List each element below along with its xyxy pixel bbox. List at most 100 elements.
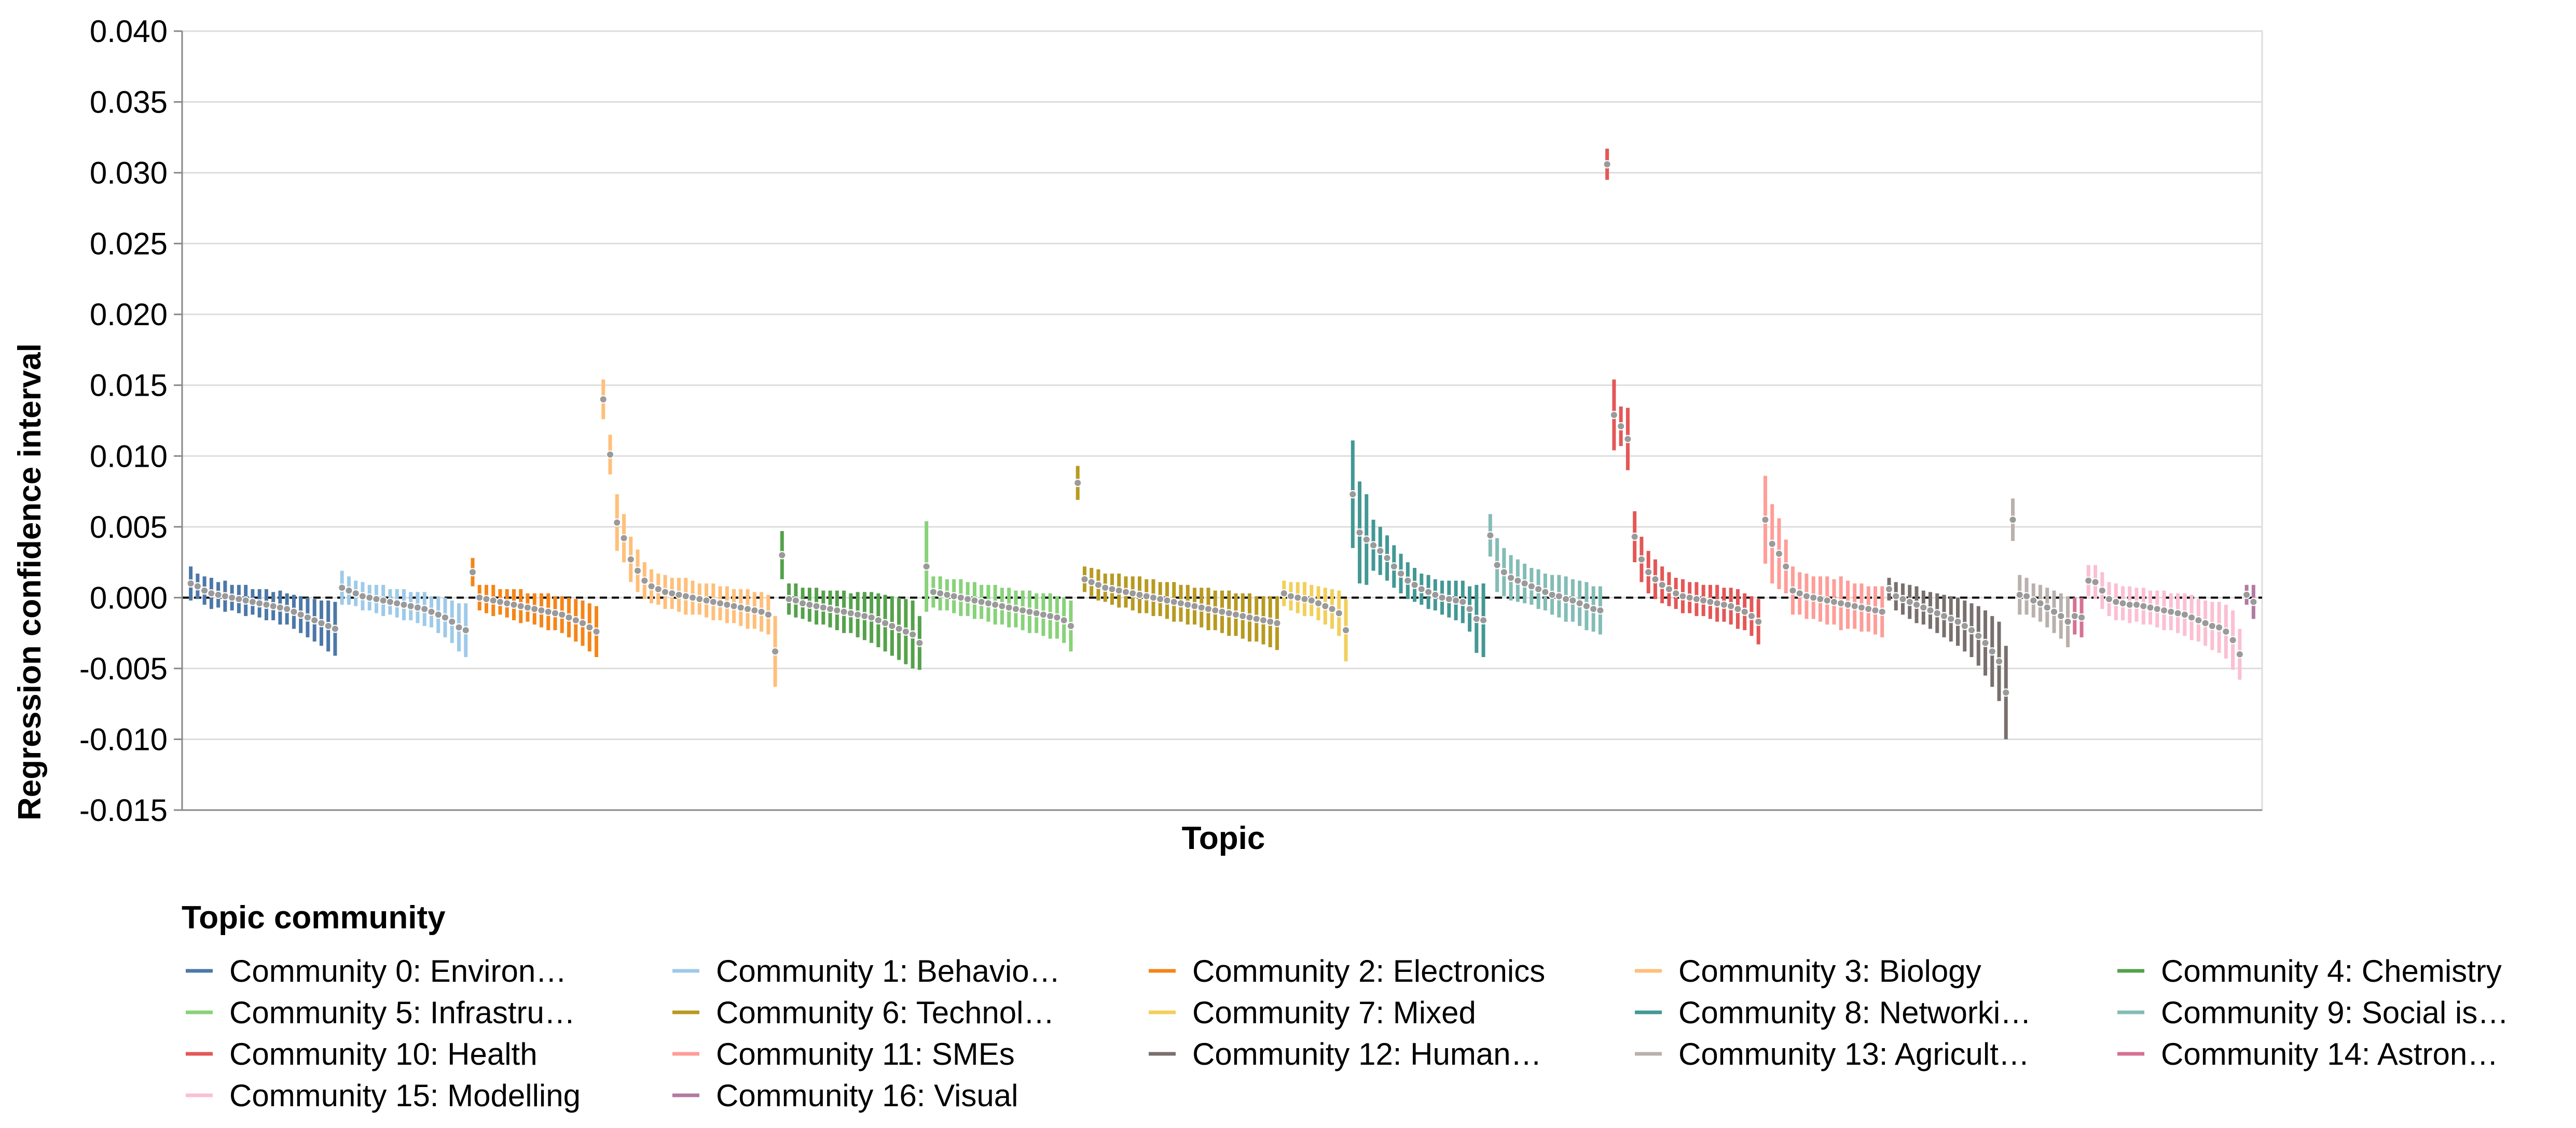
point-estimate	[1623, 435, 1632, 443]
point-estimate	[2180, 610, 2189, 619]
point-estimate	[1871, 606, 1880, 615]
point-estimate	[290, 607, 298, 616]
point-estimate	[1609, 411, 1618, 420]
point-estimate	[200, 586, 209, 595]
point-estimate	[736, 603, 745, 612]
point-estimate	[2187, 613, 2196, 622]
point-estimate	[2022, 592, 2031, 601]
point-estimate	[619, 534, 628, 542]
y-axis-title: Regression confidence interval	[12, 343, 48, 820]
point-estimate	[1507, 574, 1516, 582]
point-estimate	[1740, 607, 1749, 616]
point-estimate	[440, 613, 449, 622]
point-estimate	[1211, 606, 1220, 615]
point-estimate	[764, 610, 773, 619]
series-6	[1073, 466, 1282, 650]
point-estimate	[345, 586, 353, 595]
point-estimate	[1486, 531, 1495, 540]
point-estimate	[1520, 579, 1529, 588]
legend-label: Community 12: Human…	[1192, 1037, 1542, 1071]
point-estimate	[1892, 592, 1900, 601]
point-estimate	[1458, 597, 1467, 606]
point-estimate	[503, 599, 512, 608]
point-estimate	[1197, 603, 1206, 612]
point-estimate	[1389, 562, 1398, 571]
legend-label: Community 13: Agricult…	[1678, 1037, 2030, 1071]
point-estimate	[2208, 621, 2216, 630]
point-estimate	[1218, 607, 1227, 616]
point-estimate	[2070, 611, 2079, 620]
legend-title: Topic community	[182, 900, 446, 936]
point-estimate	[1321, 602, 1330, 610]
point-estimate	[2002, 688, 2010, 697]
point-estimate	[454, 623, 463, 632]
point-estimate	[750, 606, 759, 615]
point-estimate	[1128, 589, 1137, 598]
point-estimate	[1706, 597, 1715, 606]
point-estimate	[585, 623, 594, 632]
point-estimate	[2125, 601, 2134, 609]
point-estimate	[633, 566, 642, 575]
point-estimate	[1314, 599, 1323, 608]
point-estimate	[778, 551, 787, 560]
legend-label: Community 5: Infrastru…	[229, 995, 575, 1030]
point-estimate	[1823, 596, 1831, 605]
point-estimate	[1685, 593, 1694, 602]
point-estimate	[1376, 547, 1385, 555]
point-estimate	[516, 602, 525, 610]
point-estimate	[1995, 657, 2004, 666]
point-estimate	[2228, 636, 2237, 645]
point-estimate	[1672, 589, 1680, 598]
point-estimate	[1108, 584, 1117, 593]
point-estimate	[991, 601, 1000, 609]
y-tick-label: -0.015	[79, 793, 168, 828]
point-estimate	[1259, 616, 1268, 625]
point-estimate	[819, 603, 828, 612]
point-estimate	[771, 647, 780, 656]
point-estimate	[358, 592, 367, 601]
point-estimate	[1300, 595, 1309, 604]
series-13	[2008, 498, 2072, 647]
point-estimate	[2249, 597, 2258, 606]
point-estimate	[1719, 601, 1728, 609]
point-estimate	[894, 624, 903, 633]
point-estimate	[275, 603, 284, 612]
point-estimate	[1279, 589, 1288, 598]
point-estimate	[1046, 611, 1055, 620]
point-estimate	[2098, 586, 2106, 595]
point-estimate	[2050, 607, 2059, 616]
point-estimate	[1816, 595, 1825, 604]
point-estimate	[523, 603, 532, 612]
point-estimate	[1912, 601, 1921, 609]
point-estimate	[1431, 590, 1440, 599]
point-estimate	[1884, 584, 1893, 593]
series-10	[1603, 148, 1763, 645]
point-estimate	[564, 613, 573, 622]
point-estimate	[1919, 603, 1928, 612]
point-estimate	[791, 596, 800, 605]
point-estimate	[1603, 160, 1611, 169]
point-estimate	[757, 607, 766, 616]
point-estimate	[262, 601, 271, 609]
point-estimate	[427, 607, 436, 616]
point-estimate	[228, 593, 237, 602]
point-estimate	[1829, 597, 1838, 606]
point-estimate	[1768, 539, 1776, 548]
point-estimate	[2057, 611, 2065, 620]
point-estimate	[1032, 609, 1041, 618]
point-estimate	[2167, 607, 2175, 616]
point-estimate	[1837, 599, 1845, 608]
point-estimate	[1988, 647, 1996, 656]
point-estimate	[2146, 603, 2155, 612]
legend-label: Community 7: Mixed	[1192, 995, 1476, 1030]
series-5	[922, 521, 1075, 652]
point-estimate	[1782, 562, 1790, 571]
legend-label: Community 2: Electronics	[1192, 954, 1545, 988]
point-estimate	[1114, 586, 1123, 595]
point-estimate	[1658, 580, 1666, 589]
point-estimate	[1273, 619, 1282, 628]
point-estimate	[839, 607, 848, 616]
point-estimate	[1960, 621, 1969, 630]
